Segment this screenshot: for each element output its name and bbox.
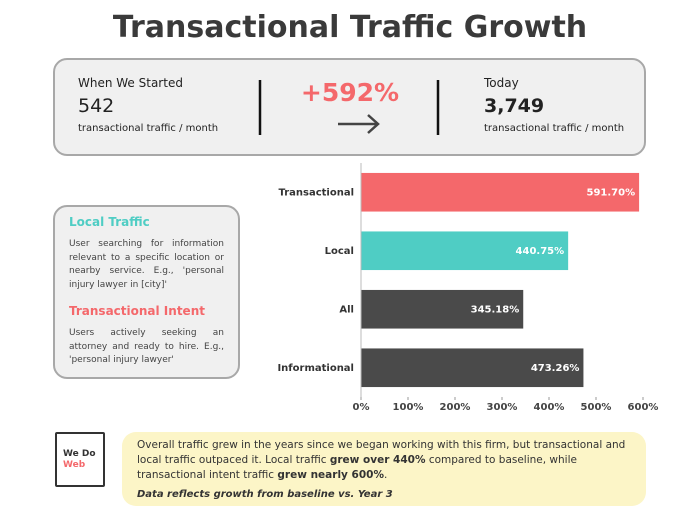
note-text: compared to baseline, while transactiona… bbox=[137, 454, 577, 481]
change-value: +592% bbox=[300, 78, 400, 107]
note: Overall traffic grew in the years since … bbox=[137, 438, 632, 483]
today-label: Today bbox=[484, 76, 519, 90]
y-tick-label: Transactional bbox=[278, 187, 354, 198]
definition-text: User searching for information relevant … bbox=[69, 239, 224, 290]
x-tick-label: 0% bbox=[353, 402, 370, 413]
today-unit: transactional traffic / month bbox=[484, 123, 625, 134]
logo-text: Web bbox=[63, 460, 86, 470]
value-label: 591.70% bbox=[586, 187, 635, 198]
start-value: 542 bbox=[78, 95, 115, 117]
today-value: 3,749 bbox=[484, 95, 545, 117]
note-box bbox=[122, 432, 646, 506]
x-tick-label: 600% bbox=[628, 402, 659, 413]
x-tick-label: 500% bbox=[581, 402, 612, 413]
logo-text: We Do bbox=[63, 449, 96, 459]
y-tick-label: Informational bbox=[277, 363, 354, 374]
logo: We Do Web bbox=[55, 432, 105, 487]
bar bbox=[361, 348, 584, 388]
definition-text: Users actively seeking an attorney and r… bbox=[69, 328, 224, 365]
definitions-box bbox=[53, 205, 240, 379]
note-text: Overall traffic grew in the years since … bbox=[137, 439, 626, 466]
caption: Data reflects growth from baseline vs. Y… bbox=[137, 489, 393, 500]
start-unit: transactional traffic / month bbox=[78, 123, 219, 134]
bar bbox=[361, 289, 524, 329]
bar bbox=[361, 231, 569, 271]
x-tick-label: 400% bbox=[534, 402, 565, 413]
value-label: 440.75% bbox=[516, 246, 565, 257]
y-tick-label: All bbox=[339, 304, 354, 315]
arrow bbox=[338, 114, 380, 134]
note-text: grew over 440% bbox=[329, 454, 426, 466]
bar bbox=[361, 172, 640, 212]
value-label: 345.18% bbox=[471, 304, 520, 315]
definition-title: Local Traffic bbox=[69, 215, 150, 229]
page-title: Transactional Traffic Growth bbox=[112, 10, 588, 45]
note-text: grew nearly 600% bbox=[277, 469, 384, 481]
stats-box bbox=[53, 58, 646, 156]
y-tick-label: Local bbox=[325, 246, 354, 257]
x-tick-label: 300% bbox=[487, 402, 518, 413]
note-text: . bbox=[383, 469, 388, 481]
start-label: When We Started bbox=[78, 76, 183, 90]
definition-title: Transactional Intent bbox=[69, 304, 205, 318]
x-tick-label: 200% bbox=[440, 402, 471, 413]
x-tick-label: 100% bbox=[393, 402, 424, 413]
value-label: 473.26% bbox=[531, 363, 580, 374]
